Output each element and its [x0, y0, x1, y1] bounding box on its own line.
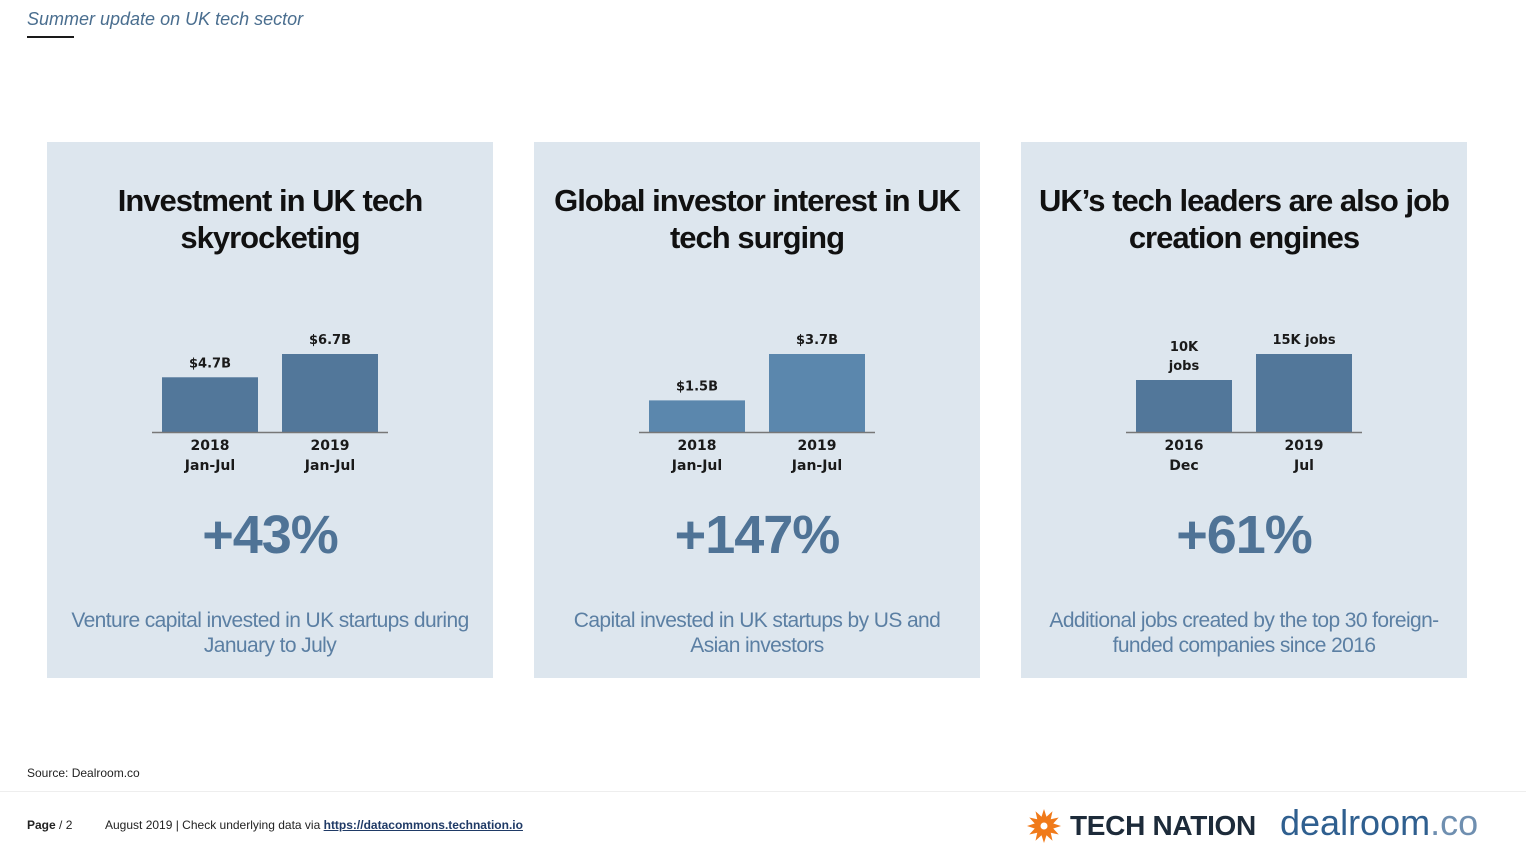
page-number: / 2 [59, 818, 73, 832]
tick-label: 2019 [798, 438, 837, 454]
bar-chart-investment: $4.7B 2018 Jan-Jul $6.7B 2019 Jan-Jul [152, 333, 388, 474]
panel-global-investors: Global investor interest in UK tech surg… [534, 142, 980, 678]
data-label: jobs [1168, 359, 1200, 374]
tick-label: Jan-Jul [184, 458, 235, 474]
header-title: Summer update on UK tech sector [27, 9, 304, 29]
source-note: Source: Dealroom.co [27, 766, 140, 780]
footer-note-text: August 2019 | Check underlying data via [105, 818, 321, 832]
header-underline [27, 36, 74, 38]
tick-label: Jan-Jul [304, 458, 355, 474]
stat-value: +147% [674, 505, 841, 565]
tick-label: Dec [1169, 458, 1198, 474]
bar [282, 354, 378, 432]
panel-title: Investment in UK tech skyrocketing [117, 183, 424, 255]
panel-job-creation: UK’s tech leaders are also job creation … [1021, 142, 1467, 678]
panel-description: Venture capital invested in UK startups … [71, 609, 469, 657]
bar-chart-global-investors: $1.5B 2018 Jan-Jul $3.7B 2019 Jan-Jul [639, 333, 875, 474]
stat-value: +61% [1176, 505, 1313, 565]
bar-chart-job-creation: 10K jobs 2016 Dec 15K jobs 2019 Jul [1126, 333, 1362, 474]
bar [1256, 354, 1352, 432]
tick-label: 2018 [678, 438, 717, 454]
tick-label: Jan-Jul [791, 458, 842, 474]
dealroom-logo: dealroom.co [1280, 802, 1478, 844]
bar [649, 400, 745, 432]
dealroom-logo-text: dealroom [1280, 802, 1431, 843]
data-label: $4.7B [189, 356, 231, 371]
data-label: 15K jobs [1272, 333, 1335, 348]
sunburst-icon [1027, 809, 1061, 843]
tick-label: Jan-Jul [671, 458, 722, 474]
panel-title: Global investor interest in UK tech surg… [554, 183, 961, 255]
page-indicator: Page / 2 [27, 818, 72, 832]
tech-nation-logo-text: TECH NATION [1070, 810, 1256, 841]
tick-label: Jul [1293, 458, 1314, 474]
bar [162, 377, 258, 432]
bar [769, 354, 865, 432]
data-label: $1.5B [676, 379, 718, 394]
footer-note: August 2019 | Check underlying data via … [105, 818, 523, 832]
dealroom-logo-suffix: .co [1430, 802, 1479, 843]
data-label: $6.7B [309, 333, 351, 348]
tick-label: 2019 [311, 438, 350, 454]
stat-value: +43% [202, 505, 339, 565]
panel-description: Additional jobs created by the top 30 fo… [1049, 609, 1439, 657]
bar [1136, 380, 1232, 432]
tick-label: 2018 [191, 438, 230, 454]
data-label: $3.7B [796, 333, 838, 348]
datacommons-link[interactable]: https://datacommons.technation.io [323, 818, 523, 832]
page-label: Page [27, 818, 56, 832]
tech-nation-logo: TECH NATION [1026, 806, 1256, 846]
tick-label: 2016 [1165, 438, 1204, 454]
panel-description: Capital invested in UK startups by US an… [573, 609, 941, 657]
footer-divider [0, 791, 1526, 792]
tick-label: 2019 [1285, 438, 1324, 454]
data-label: 10K [1170, 340, 1199, 355]
panel-title: UK’s tech leaders are also job creation … [1039, 183, 1450, 255]
panel-investment: Investment in UK tech skyrocketing $4.7B… [47, 142, 493, 678]
